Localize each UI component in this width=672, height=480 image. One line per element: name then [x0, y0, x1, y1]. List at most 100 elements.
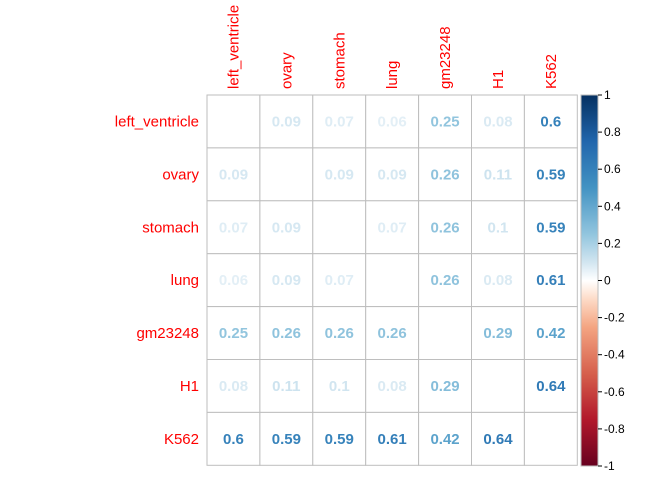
colorbar-tick-label: 0.4	[604, 199, 621, 213]
cell-lung-left-ventricle	[206, 253, 261, 308]
value-k562-left-ventricle: 0.6	[223, 431, 244, 448]
cell-lung-k562	[523, 253, 578, 308]
column-label-left-ventricle: left_ventricle	[225, 5, 242, 89]
value-gm23248-lung: 0.26	[378, 325, 407, 342]
value-left-ventricle-ovary: 0.09	[272, 113, 301, 130]
value-lung-ovary: 0.09	[272, 272, 301, 289]
value-gm23248-stomach: 0.26	[325, 325, 354, 342]
value-h1-lung: 0.08	[378, 378, 407, 395]
value-ovary-stomach: 0.09	[325, 166, 354, 183]
value-k562-gm23248: 0.42	[430, 431, 459, 448]
cell-gm23248-left-ventricle	[206, 306, 261, 361]
cell-k562-stomach	[312, 411, 367, 466]
colorbar-tick-label: -0.6	[604, 385, 625, 399]
column-label-h1: H1	[490, 70, 507, 89]
colorbar-tick-label: -0.2	[604, 311, 625, 325]
value-stomach-lung: 0.07	[378, 219, 407, 236]
cell-left-ventricle-lung	[365, 94, 420, 149]
value-left-ventricle-k562: 0.6	[540, 113, 561, 130]
cell-stomach-h1	[471, 200, 525, 255]
cell-gm23248-h1	[471, 306, 525, 361]
colorbar-tick-label: -0.8	[604, 422, 625, 436]
colorbar: 1 0.8 0.6 0.4 0.2 0 -0.2 -0.4 -0.6 -0.8 -1	[580, 88, 625, 473]
cell-gm23248-gm23248	[418, 306, 473, 361]
column-label-gm23248: gm23248	[437, 26, 454, 89]
cell-stomach-stomach	[312, 200, 367, 255]
cell-stomach-ovary	[259, 200, 314, 255]
cell-lung-h1	[471, 253, 525, 308]
value-k562-stomach: 0.59	[325, 431, 354, 448]
colorbar-tick-label: 0	[604, 274, 611, 288]
value-h1-stomach: 0.1	[329, 378, 350, 395]
value-gm23248-h1: 0.29	[483, 325, 512, 342]
value-ovary-left-ventricle: 0.09	[219, 166, 248, 183]
cell-left-ventricle-k562	[523, 94, 578, 149]
cell-ovary-ovary	[259, 147, 314, 202]
cell-lung-stomach	[312, 253, 367, 308]
colorbar-tick-label: -1	[604, 459, 615, 473]
value-lung-gm23248: 0.26	[430, 272, 459, 289]
value-lung-h1: 0.08	[483, 272, 512, 289]
value-left-ventricle-h1: 0.08	[483, 113, 512, 130]
cell-k562-lung	[365, 411, 420, 466]
colorbar-gradient	[580, 94, 599, 467]
value-h1-left-ventricle: 0.08	[219, 378, 248, 395]
row-label-ovary: ovary	[162, 166, 199, 183]
column-label-lung: lung	[384, 61, 401, 89]
cell-h1-left-ventricle	[206, 359, 261, 413]
cell-lung-ovary	[259, 253, 314, 308]
column-label-k562: K562	[543, 54, 560, 89]
value-k562-ovary: 0.59	[272, 431, 301, 448]
value-stomach-k562: 0.59	[536, 219, 565, 236]
cell-stomach-k562	[523, 200, 578, 255]
row-label-k562: K562	[164, 431, 199, 448]
value-h1-k562: 0.64	[536, 378, 566, 395]
cell-k562-gm23248	[418, 411, 473, 466]
cell-gm23248-lung	[365, 306, 420, 361]
grid-layer: 0.09 0.07 0.06 0.25 0.08 0.6 0.09 0.09 0.09 0.26 0…	[115, 5, 578, 466]
cell-h1-h1	[471, 359, 525, 413]
value-ovary-k562: 0.59	[536, 166, 565, 183]
cell-lung-lung	[365, 253, 420, 308]
row-label-stomach: stomach	[142, 219, 199, 236]
value-k562-lung: 0.61	[378, 431, 407, 448]
cell-lung-gm23248	[418, 253, 473, 308]
value-ovary-lung: 0.09	[378, 166, 407, 183]
cell-h1-k562	[523, 359, 578, 413]
colorbar-tick-label: 0.6	[604, 162, 621, 176]
value-left-ventricle-lung: 0.06	[378, 113, 407, 130]
value-gm23248-k562: 0.42	[536, 325, 565, 342]
cell-gm23248-stomach	[312, 306, 367, 361]
row-label-gm23248: gm23248	[136, 325, 199, 342]
cell-k562-h1	[471, 411, 525, 466]
value-stomach-h1: 0.1	[488, 219, 509, 236]
row-label-lung: lung	[171, 272, 199, 289]
cell-gm23248-k562	[523, 306, 578, 361]
cell-stomach-gm23248	[418, 200, 473, 255]
value-h1-gm23248: 0.29	[430, 378, 459, 395]
cell-left-ventricle-left-ventricle	[206, 94, 261, 149]
cell-k562-ovary	[259, 411, 314, 466]
value-lung-stomach: 0.07	[325, 272, 354, 289]
value-ovary-gm23248: 0.26	[430, 166, 459, 183]
column-label-stomach: stomach	[331, 32, 348, 89]
column-label-ovary: ovary	[278, 52, 295, 89]
value-gm23248-ovary: 0.26	[272, 325, 301, 342]
cell-ovary-k562	[523, 147, 578, 202]
value-stomach-gm23248: 0.26	[430, 219, 459, 236]
cell-ovary-gm23248	[418, 147, 473, 202]
colorbar-tick-label: -0.4	[604, 348, 625, 362]
value-stomach-left-ventricle: 0.07	[219, 219, 248, 236]
cell-k562-left-ventricle	[206, 411, 261, 466]
value-ovary-h1: 0.11	[484, 166, 512, 183]
cell-left-ventricle-ovary	[259, 94, 314, 149]
value-gm23248-left-ventricle: 0.25	[219, 325, 248, 342]
value-h1-ovary: 0.11	[272, 378, 300, 395]
cell-k562-k562	[523, 411, 578, 466]
value-left-ventricle-gm23248: 0.25	[430, 113, 459, 130]
cell-ovary-stomach	[312, 147, 367, 202]
value-lung-k562: 0.61	[536, 272, 565, 289]
row-label-h1: H1	[180, 378, 199, 395]
